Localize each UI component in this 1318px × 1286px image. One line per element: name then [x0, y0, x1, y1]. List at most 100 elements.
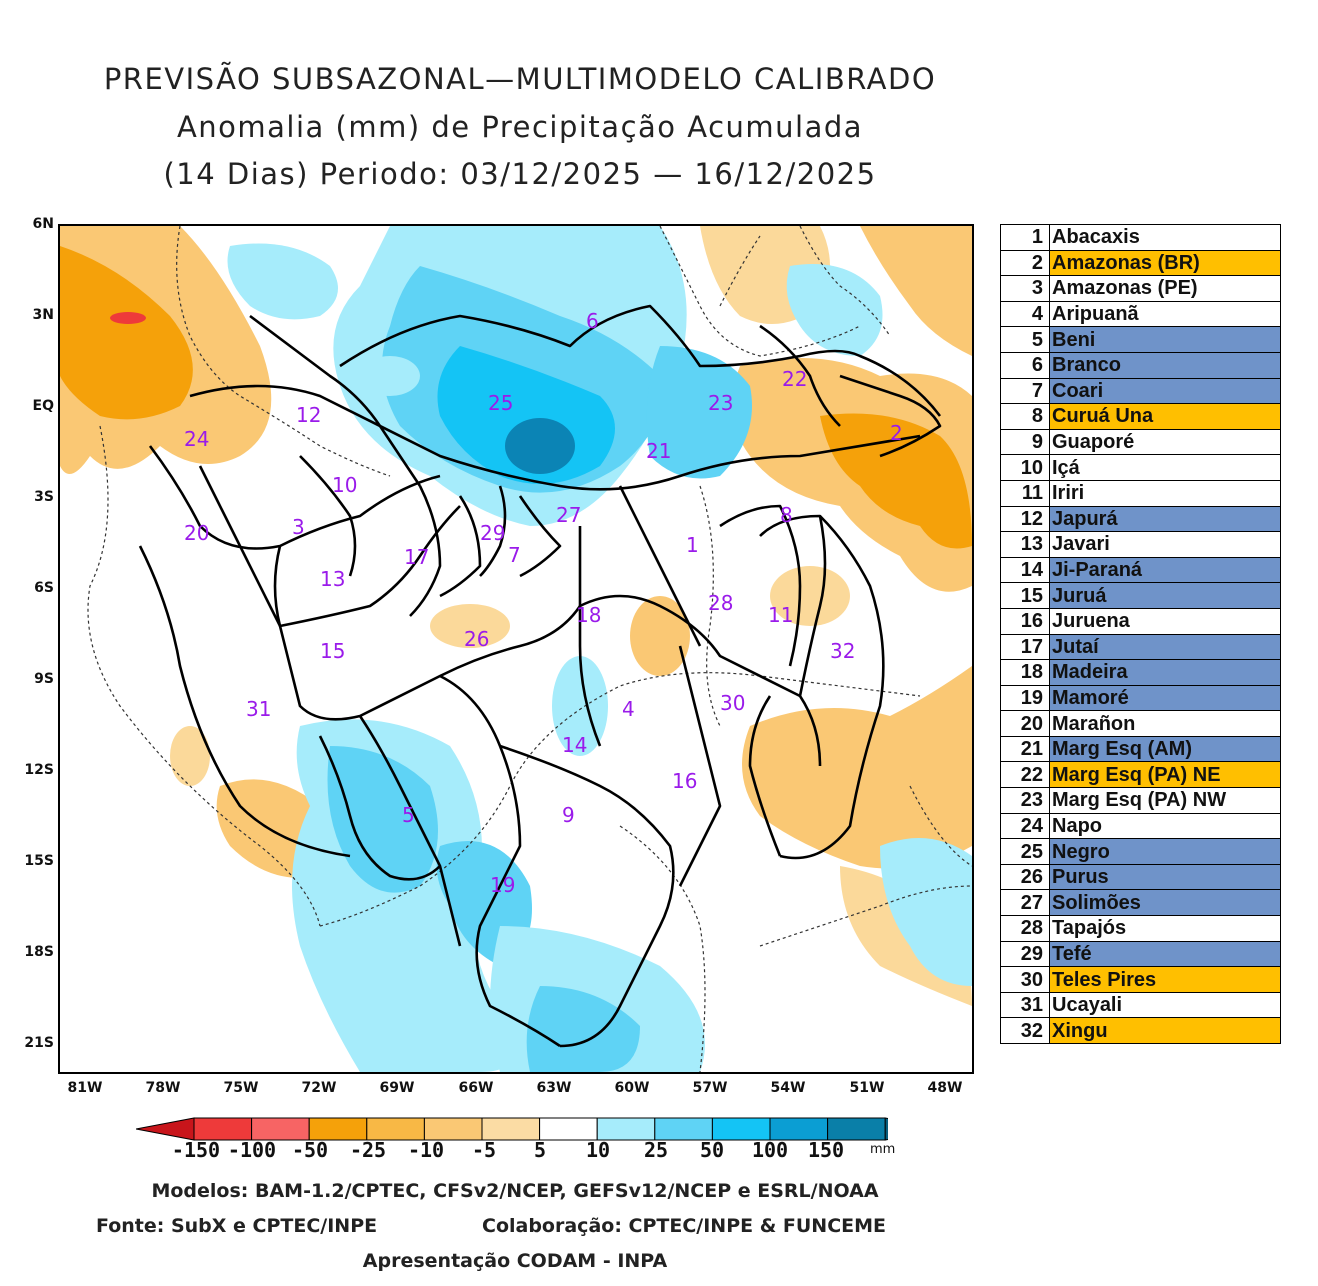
basin-line [479, 485, 507, 577]
colorbar-label: 5 [533, 1138, 547, 1162]
legend-row: 17 Jutaí [1000, 633, 1281, 661]
legend-basin-name: Marg Esq (PA) NE [1049, 761, 1281, 789]
legend-basin-name: Mamoré [1049, 684, 1281, 712]
basin-line [499, 744, 675, 1048]
colorbar-cell [481, 1117, 541, 1141]
legend-number: 26 [1000, 863, 1050, 891]
map-svg: 1 2 3 4 5 6 7 8 9 10 11 12 13 14 15 16 1… [60, 226, 972, 1072]
colorbar-unit: mm [870, 1142, 896, 1157]
basin-line [719, 504, 802, 667]
basin-line [358, 715, 462, 947]
basin-line [579, 594, 822, 767]
basin-line [189, 384, 921, 491]
legend-number: 6 [1000, 351, 1050, 379]
x-tick: 69W [379, 1080, 415, 1096]
dry-area [170, 726, 210, 786]
legend-row: 23 Marg Esq (PA) NW [1000, 787, 1281, 814]
legend-number: 32 [1000, 1017, 1050, 1044]
border-line [799, 226, 891, 337]
dry-area [110, 312, 146, 324]
legend-number: 20 [1000, 710, 1050, 737]
legend-row: 7 Coari [1000, 377, 1281, 405]
colorbar-cell [193, 1117, 253, 1141]
basin-labels: 1 2 3 4 5 6 7 8 9 10 11 12 13 14 15 16 1… [184, 309, 903, 897]
presentation-credit: Apresentação CODAM - INPA [362, 1250, 668, 1272]
basin-label: 10 [332, 473, 357, 497]
basin-label: 16 [672, 769, 697, 793]
legend-number: 25 [1000, 838, 1050, 865]
legend-basin-name: Marg Esq (AM) [1049, 735, 1281, 763]
basin-label: 32 [830, 639, 855, 663]
basin-line [299, 455, 357, 577]
legend-number: 11 [1000, 479, 1050, 507]
legend-basin-name: Juruá [1049, 582, 1281, 609]
legend-number: 28 [1000, 915, 1050, 942]
x-tick: 54W [770, 1080, 806, 1096]
legend-row: 24 Napo [1000, 812, 1281, 840]
dry-area [860, 226, 972, 356]
colorbar-label: 25 [643, 1138, 669, 1162]
wet-area [360, 356, 420, 396]
legend-number: 19 [1000, 684, 1050, 712]
legend-basin-name: Ji-Paraná [1049, 556, 1281, 584]
legend-number: 17 [1000, 633, 1050, 661]
title-line-2: Anomalia (mm) de Precipitação Acumulada [176, 110, 864, 144]
y-tick: 15S [24, 853, 54, 869]
collab-credit: Colaboração: CPTEC/INPE & FUNCEME [482, 1215, 887, 1237]
legend-row: 5 Beni [1000, 326, 1281, 353]
legend-number: 24 [1000, 812, 1050, 840]
border-line [619, 825, 706, 1072]
basin-line [518, 495, 562, 578]
basin-line [318, 735, 441, 881]
legend-basin-name: Aripuanã [1049, 300, 1281, 328]
dry-area [430, 604, 510, 648]
colorbar-label: -25 [349, 1138, 387, 1162]
models-credit: Modelos: BAM-1.2/CPTEC, CFSv2/NCEP, GEFS… [151, 1180, 879, 1202]
legend-row: 11 Iriri [1000, 479, 1281, 507]
basin-line [678, 645, 722, 887]
legend-number: 10 [1000, 454, 1050, 481]
basin-label: 5 [402, 803, 415, 827]
legend-number: 18 [1000, 659, 1050, 686]
legend-number: 9 [1000, 428, 1050, 456]
legend-basin-name: Coari [1049, 377, 1281, 405]
y-tick: 18S [24, 944, 54, 960]
colorbar-cell [654, 1117, 713, 1141]
border-line [759, 885, 972, 947]
basin-line [439, 674, 561, 1048]
basin-line [198, 465, 282, 627]
colorbar-cell [366, 1117, 425, 1141]
colorbar-label: -150 [171, 1138, 221, 1162]
legend-row: 20 Marañon [1000, 710, 1281, 737]
wet-area [646, 346, 752, 479]
basin-label: 20 [184, 521, 209, 545]
x-tick: 57W [692, 1080, 728, 1096]
legend-row: 10 Içá [1000, 454, 1281, 481]
colorbar-cell [423, 1117, 483, 1141]
colorbar-cell [308, 1117, 368, 1141]
x-tick: 48W [927, 1080, 963, 1096]
legend-number: 23 [1000, 787, 1050, 814]
legend-basin-name: Curuá Una [1049, 403, 1281, 430]
colorbar-label: -50 [291, 1138, 329, 1162]
colorbar-cell [884, 1117, 888, 1141]
legend-row: 3 Amazonas (PE) [1000, 275, 1281, 302]
basin-line [748, 695, 782, 857]
legend-row: 2 Amazonas (BR) [1000, 249, 1281, 277]
colorbar-label: -5 [471, 1138, 497, 1162]
y-tick: 3N [32, 307, 54, 323]
basin-line [578, 526, 602, 747]
wet-area [505, 418, 575, 474]
legend-row: 4 Aripuanã [1000, 300, 1281, 328]
legend-basin-name: Teles Pires [1049, 966, 1281, 993]
basin-line [839, 374, 942, 458]
legend-row: 6 Branco [1000, 351, 1281, 379]
basin-line [279, 505, 461, 628]
border-line [699, 485, 721, 727]
legend-basin-name: Ucayali [1049, 991, 1281, 1019]
basin-line [339, 304, 942, 417]
basin-label: 29 [480, 521, 505, 545]
border-line [87, 425, 321, 927]
basin-label: 15 [320, 639, 345, 663]
x-tick: 81W [67, 1080, 103, 1096]
